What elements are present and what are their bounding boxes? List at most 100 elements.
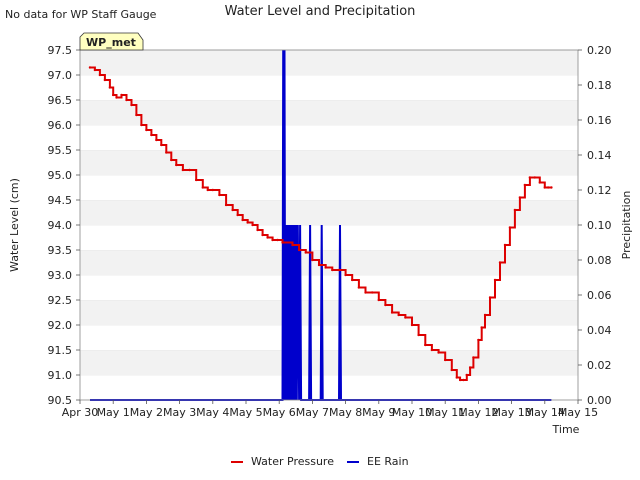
water-pressure-point [477,338,480,342]
water-pressure-point [455,376,459,379]
water-pressure-point [201,186,205,189]
water-pressure-point [112,93,115,97]
water-pressure-point [370,291,374,294]
left-y-tick-label: 97.0 [48,69,73,82]
x-tick-label: May 10 [392,406,432,419]
water-pressure-point [188,168,191,172]
right-y-tick-label: 0.16 [587,114,612,127]
water-pressure-point [155,138,158,142]
x-tick-label: May 13 [491,406,531,419]
legend-item-water-pressure: Water Pressure [231,455,334,468]
x-tick-label: May 9 [362,406,395,419]
water-pressure-point [135,113,138,117]
legend-label-ee-rain: EE Rain [367,455,409,468]
left-y-tick-label: 93.5 [48,244,73,257]
water-pressure-point [377,298,380,302]
water-pressure-point [498,261,502,264]
water-pressure-point [125,98,128,102]
water-pressure-point [546,186,550,189]
x-tick-label: May 3 [163,406,196,419]
water-pressure-point [424,343,427,347]
water-pressure-point [291,243,294,247]
left-y-tick-label: 96.0 [48,119,73,132]
right-y-tick-label: 0.04 [587,324,612,337]
water-pressure-point [241,218,244,222]
water-pressure-point [410,323,414,327]
x-tick-label: May 6 [263,406,296,419]
water-pressure-point [206,188,210,192]
water-pressure-point [120,93,123,97]
left-y-tick-label: 91.5 [48,344,73,357]
water-pressure-point [528,176,532,179]
water-pressure-point [224,203,228,207]
water-pressure-point [160,143,163,147]
grid-band [80,100,578,125]
left-y-tick-label: 95.0 [48,169,73,182]
right-y-tick-label: 0.06 [587,289,612,302]
water-pressure-point [181,168,185,172]
water-pressure-point [538,181,542,184]
legend-item-ee-rain: EE Rain [347,455,409,468]
x-tick-label: May 11 [425,406,465,419]
water-pressure-point [533,176,537,179]
right-y-tick-label: 0.10 [587,219,612,232]
chart-title: Water Level and Precipitation [225,4,416,19]
water-pressure-point [331,268,334,272]
grid-band [80,250,578,275]
x-tick-label: May 7 [296,406,329,419]
grid-band [80,300,578,325]
water-pressure-point [493,278,497,282]
water-pressure-point [417,333,420,337]
water-pressure-point [344,273,347,277]
grid-band [80,275,578,300]
x-tick-label: May 14 [525,406,565,419]
water-pressure-point [88,66,92,69]
x-tick-label: May 1 [97,406,130,419]
left-y-tick-label: 90.5 [48,394,73,407]
water-pressure-point [337,268,341,272]
x-tick-label: May 12 [458,406,498,419]
left-y-tick-label: 94.0 [48,219,73,232]
water-pressure-point [150,133,153,137]
water-series-layer [88,66,553,382]
water-pressure-point [93,68,97,72]
water-pressure-point [236,213,239,217]
water-pressure-point [483,313,487,317]
water-pressure-point [261,233,264,237]
left-y-tick-label: 91.0 [48,369,73,382]
water-pressure-point [130,103,133,107]
water-pressure-point [430,348,434,352]
water-pressure-point [311,258,314,262]
water-pressure-point [444,358,447,362]
water-pressure-point [465,373,468,377]
right-y-tick-label: 0.00 [587,394,612,407]
water-pressure-point [175,163,178,167]
water-pressure-point [513,208,517,212]
right-y-tick-label: 0.02 [587,359,612,372]
water-pressure-point [357,286,361,289]
right-y-tick-label: 0.18 [587,79,612,92]
grid-band [80,175,578,200]
water-pressure-point [437,351,440,354]
right-y-tick-label: 0.20 [587,44,612,57]
left-y-tick-label: 92.5 [48,294,73,307]
water-pressure-point [468,366,472,369]
water-pressure-point [165,151,168,154]
left-y-tick-label: 92.0 [48,319,73,332]
water-pressure-point [271,238,274,242]
grid-band [80,200,578,225]
water-pressure-point [384,303,387,307]
water-pressure-point [364,291,367,294]
water-pressure-point [256,228,259,232]
plot-background-bands [80,49,578,400]
water-pressure-point [550,186,553,189]
water-pressure-point [281,241,284,244]
grid-band [80,50,578,75]
water-pressure-point [508,226,512,229]
x-tick-label: Apr 30 [62,406,99,419]
site-badge-label: WP_met [86,36,136,49]
water-pressure-point [115,96,118,99]
left-axis-label: Water Level (cm) [8,178,21,272]
water-pressure-point [397,313,400,317]
